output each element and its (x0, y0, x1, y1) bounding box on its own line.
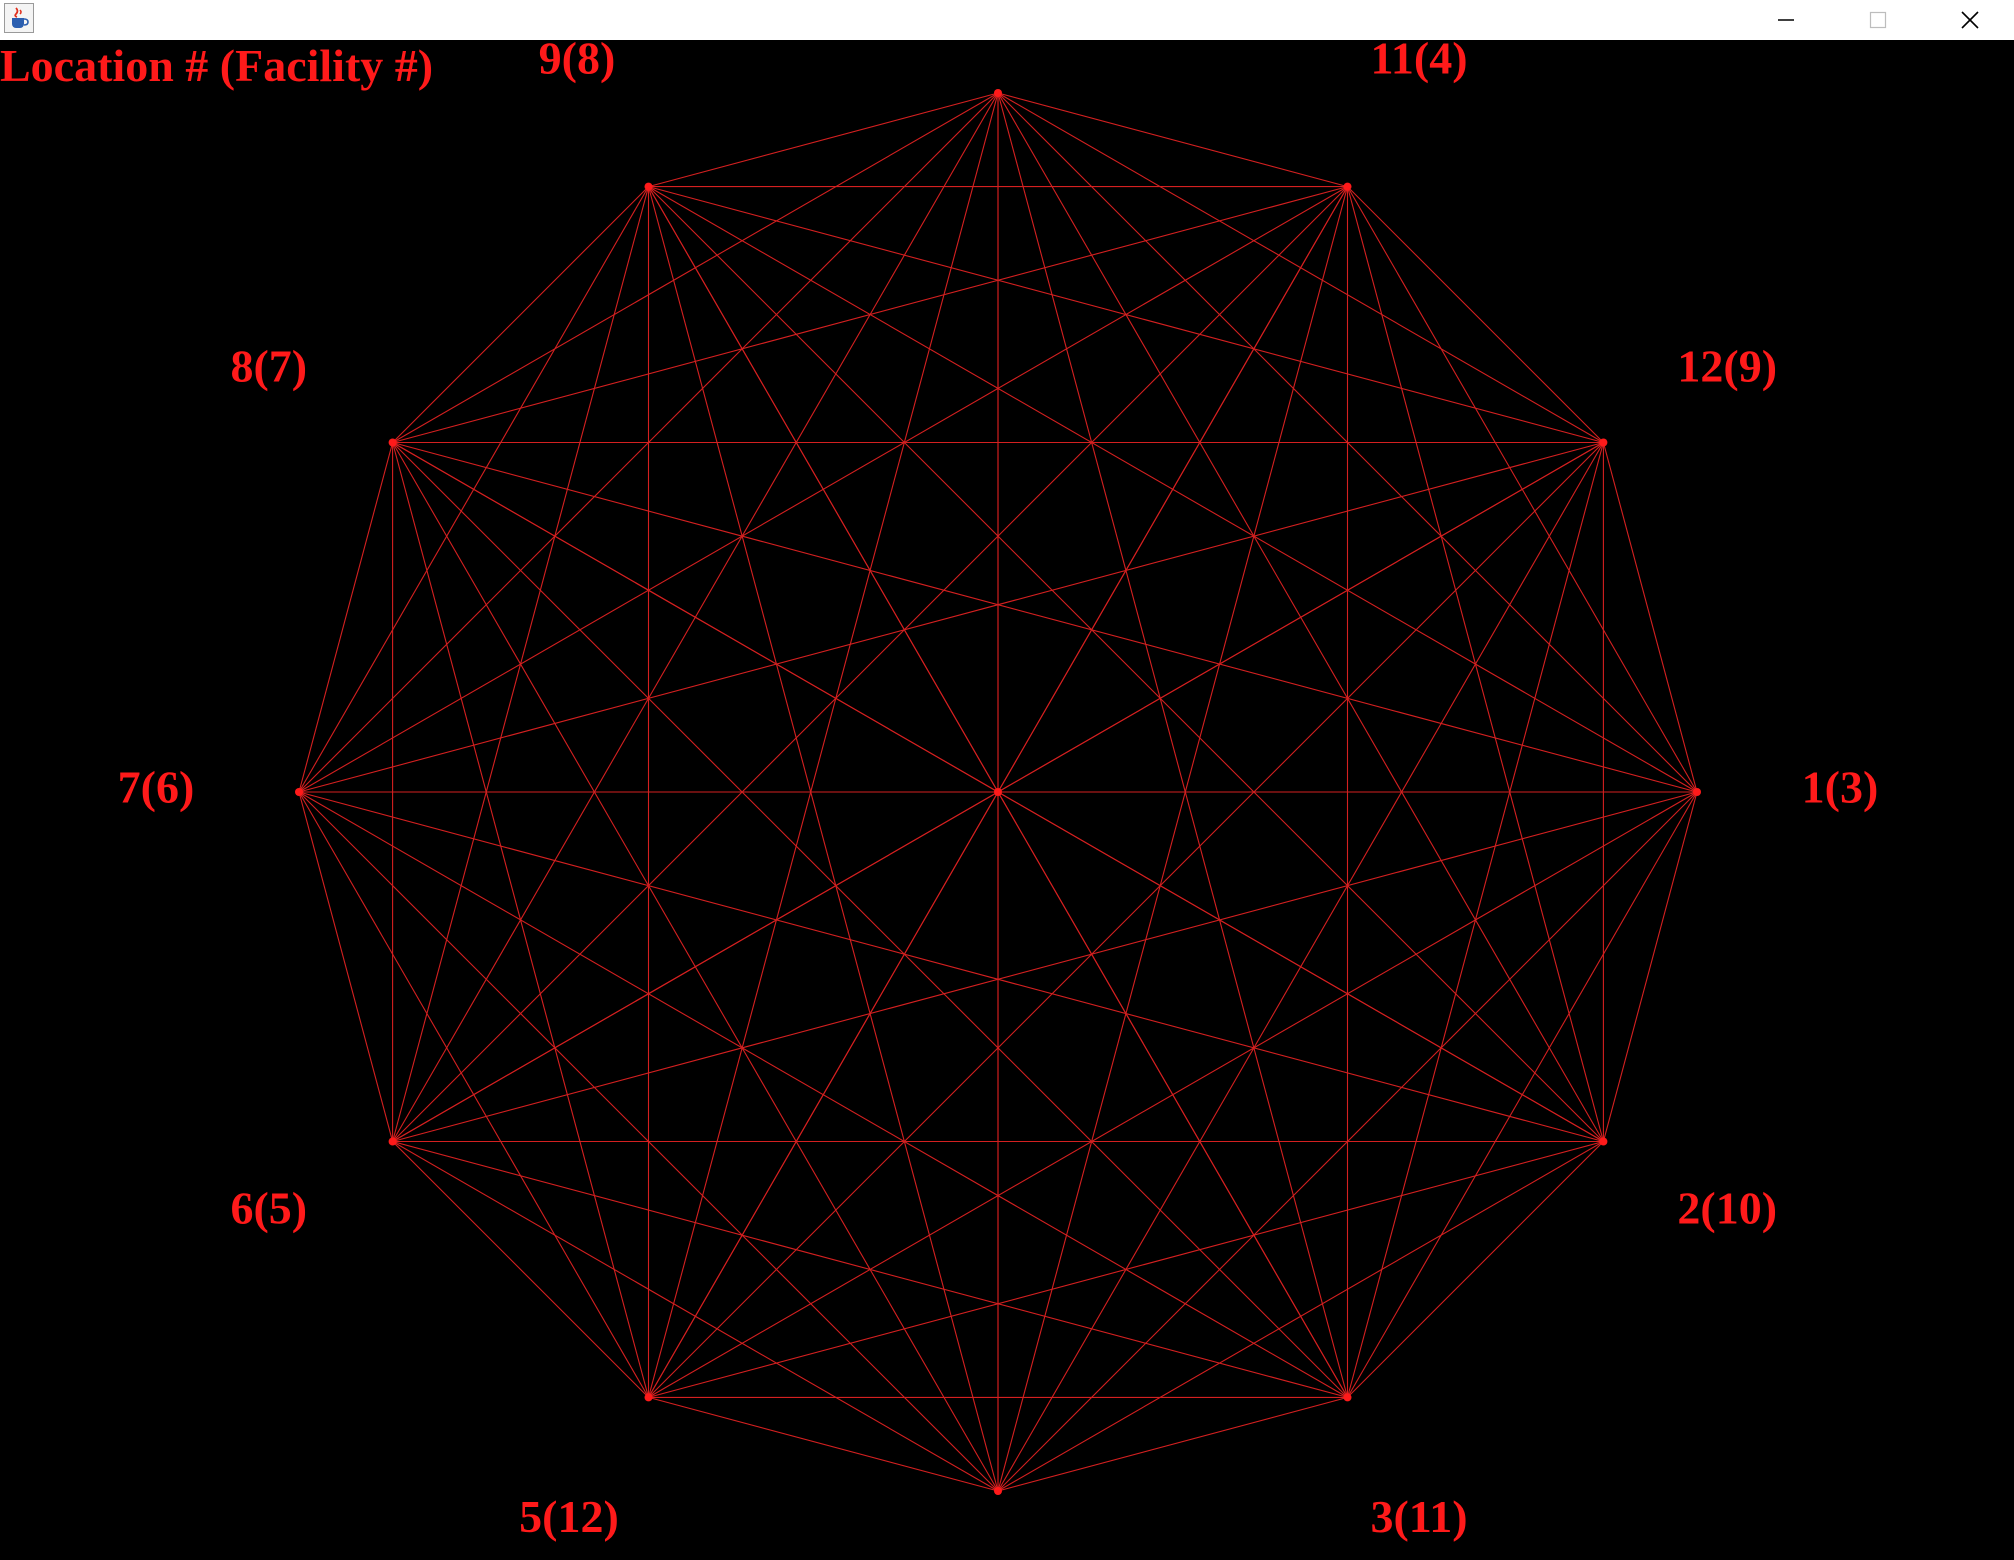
graph-edge (393, 187, 1348, 1142)
graph-edge (299, 792, 1603, 1142)
graph-edge (998, 93, 1348, 1397)
graph-edge (649, 93, 999, 187)
graph-edge (299, 443, 393, 793)
node-label: 9(8) (539, 32, 616, 83)
node-label: 7(6) (118, 762, 195, 813)
graph-node (295, 788, 303, 796)
node-label: 2(10) (1677, 1183, 1777, 1234)
graph-edge (998, 792, 1348, 1397)
graph-edge (299, 792, 393, 1142)
node-label: 5(12) (519, 1491, 619, 1542)
graph-edge (393, 187, 1348, 443)
graph-edge (649, 1397, 999, 1491)
graph-edge (393, 443, 1348, 1398)
node-label: 12(9) (1677, 341, 1777, 392)
graph-edge (998, 187, 1348, 792)
graph-edge (649, 443, 1604, 1398)
graph-edge (649, 187, 1604, 1142)
node-label: 3(11) (1370, 1491, 1467, 1542)
graph-edge (393, 792, 998, 1142)
graph-edge (1348, 443, 1604, 1398)
graph-edge (998, 443, 1603, 793)
graph-node (1344, 183, 1352, 191)
center-node (994, 788, 1002, 796)
graph-edge (393, 187, 649, 443)
graph-edge (649, 187, 1604, 443)
graph-edge (393, 792, 1697, 1142)
graph-edge (649, 93, 999, 1397)
graph-edge (393, 443, 1697, 793)
graph-node (994, 89, 1002, 97)
graph-node (389, 439, 397, 447)
graph-node (994, 1487, 1002, 1495)
graph-edge (998, 443, 1603, 1492)
graph-edge (649, 187, 999, 1491)
graph-edge (393, 1142, 649, 1398)
graph-edge (1603, 443, 1697, 793)
graph-edge (393, 443, 998, 793)
graph-edge (299, 443, 1603, 793)
graph-node (1693, 788, 1701, 796)
graph-edge (998, 93, 1348, 187)
graph-edge (649, 792, 999, 1397)
graph-edge (1348, 1142, 1604, 1398)
node-label: 11(4) (1370, 32, 1467, 83)
graph-edge (1603, 792, 1697, 1142)
graph-node (1599, 1138, 1607, 1146)
graph-edge (998, 187, 1348, 1491)
node-label: 6(5) (230, 1183, 307, 1234)
graph-node (1599, 439, 1607, 447)
graph-node (645, 183, 653, 191)
node-label: 1(3) (1802, 762, 1879, 813)
graph-edge (998, 1397, 1348, 1491)
graph-node (389, 1138, 397, 1146)
graph-node (645, 1393, 653, 1401)
node-label: 8(7) (230, 341, 307, 392)
graph-edge (649, 187, 999, 792)
graph-node (1344, 1393, 1352, 1401)
graph-edge (1348, 187, 1604, 443)
